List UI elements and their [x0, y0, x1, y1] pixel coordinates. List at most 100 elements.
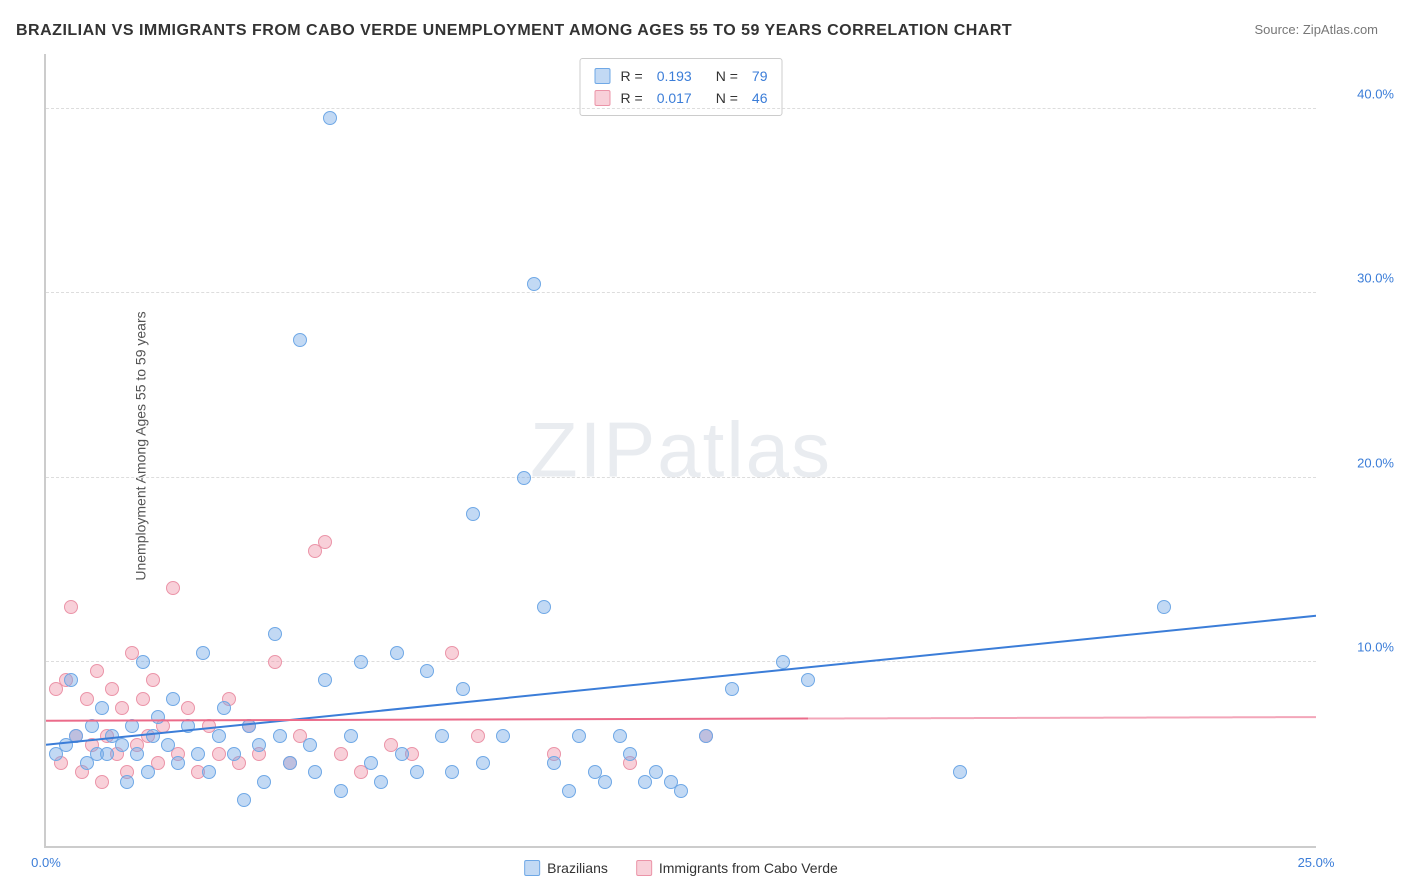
- data-point: [466, 507, 480, 521]
- n-value-0: 79: [752, 65, 768, 87]
- data-point: [252, 738, 266, 752]
- data-point: [212, 747, 226, 761]
- data-point: [527, 277, 541, 291]
- data-point: [334, 747, 348, 761]
- data-point: [257, 775, 271, 789]
- chart-container: BRAZILIAN VS IMMIGRANTS FROM CABO VERDE …: [0, 0, 1406, 892]
- data-point: [364, 756, 378, 770]
- data-point: [191, 747, 205, 761]
- legend-item-brazilians: Brazilians: [524, 860, 608, 876]
- data-point: [613, 729, 627, 743]
- legend-item-cabo-verde: Immigrants from Cabo Verde: [636, 860, 838, 876]
- r-value-0: 0.193: [657, 65, 692, 87]
- data-point: [273, 729, 287, 743]
- swatch-cabo-verde: [636, 860, 652, 876]
- legend-row-series-0: R = 0.193 N = 79: [595, 65, 768, 87]
- data-point: [136, 655, 150, 669]
- data-point: [623, 747, 637, 761]
- trendline-dashed: [808, 717, 1316, 718]
- r-label: R =: [621, 87, 643, 109]
- data-point: [80, 692, 94, 706]
- data-point: [115, 701, 129, 715]
- trendline: [46, 616, 1316, 745]
- trendlines-layer: [46, 54, 1316, 846]
- data-point: [374, 775, 388, 789]
- data-point: [517, 471, 531, 485]
- data-point: [471, 729, 485, 743]
- data-point: [242, 719, 256, 733]
- data-point: [410, 765, 424, 779]
- watermark: ZIPatlas: [530, 405, 832, 496]
- data-point: [308, 765, 322, 779]
- n-label: N =: [716, 87, 738, 109]
- data-point: [161, 738, 175, 752]
- n-label: N =: [716, 65, 738, 87]
- data-point: [445, 646, 459, 660]
- data-point: [344, 729, 358, 743]
- data-point: [181, 701, 195, 715]
- data-point: [476, 756, 490, 770]
- data-point: [212, 729, 226, 743]
- gridline-h: [46, 661, 1316, 662]
- data-point: [1157, 600, 1171, 614]
- data-point: [85, 719, 99, 733]
- data-point: [237, 793, 251, 807]
- data-point: [136, 692, 150, 706]
- data-point: [202, 765, 216, 779]
- data-point: [130, 747, 144, 761]
- source-attribution: Source: ZipAtlas.com: [1254, 22, 1378, 37]
- data-point: [196, 646, 210, 660]
- n-value-1: 46: [752, 87, 768, 109]
- data-point: [598, 775, 612, 789]
- data-point: [166, 581, 180, 595]
- data-point: [303, 738, 317, 752]
- chart-title: BRAZILIAN VS IMMIGRANTS FROM CABO VERDE …: [16, 22, 1012, 40]
- data-point: [171, 756, 185, 770]
- data-point: [456, 682, 470, 696]
- data-point: [69, 729, 83, 743]
- data-point: [776, 655, 790, 669]
- data-point: [120, 775, 134, 789]
- swatch-brazilians: [595, 68, 611, 84]
- data-point: [318, 535, 332, 549]
- data-point: [125, 719, 139, 733]
- x-tick-label: 0.0%: [31, 855, 61, 870]
- data-point: [649, 765, 663, 779]
- swatch-brazilians: [524, 860, 540, 876]
- data-point: [115, 738, 129, 752]
- data-point: [293, 333, 307, 347]
- data-point: [537, 600, 551, 614]
- data-point: [181, 719, 195, 733]
- data-point: [268, 627, 282, 641]
- r-label: R =: [621, 65, 643, 87]
- r-value-1: 0.017: [657, 87, 692, 109]
- x-tick-label: 25.0%: [1298, 855, 1335, 870]
- y-tick-label: 10.0%: [1357, 639, 1394, 654]
- data-point: [90, 664, 104, 678]
- data-point: [64, 673, 78, 687]
- data-point: [725, 682, 739, 696]
- data-point: [95, 701, 109, 715]
- data-point: [572, 729, 586, 743]
- gridline-h: [46, 477, 1316, 478]
- data-point: [100, 747, 114, 761]
- data-point: [95, 775, 109, 789]
- data-point: [390, 646, 404, 660]
- data-point: [699, 729, 713, 743]
- data-point: [151, 710, 165, 724]
- data-point: [435, 729, 449, 743]
- data-point: [318, 673, 332, 687]
- gridline-h: [46, 108, 1316, 109]
- y-tick-label: 20.0%: [1357, 455, 1394, 470]
- watermark-atlas: atlas: [657, 406, 832, 494]
- data-point: [141, 765, 155, 779]
- gridline-h: [46, 292, 1316, 293]
- data-point: [146, 673, 160, 687]
- data-point: [64, 600, 78, 614]
- data-point: [395, 747, 409, 761]
- data-point: [953, 765, 967, 779]
- data-point: [268, 655, 282, 669]
- series-legend: Brazilians Immigrants from Cabo Verde: [524, 860, 838, 876]
- data-point: [166, 692, 180, 706]
- swatch-cabo-verde: [595, 90, 611, 106]
